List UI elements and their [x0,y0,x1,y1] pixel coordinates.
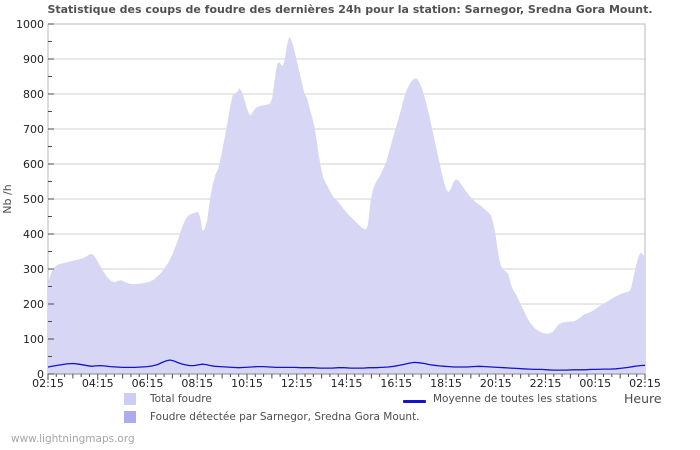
x-tick-label: 18:15 [430,377,462,390]
y-tick-label: 800 [23,88,44,101]
chart-title: Statistique des coups de foudre des dern… [47,3,653,16]
y-tick-label: 900 [23,53,44,66]
legend-line-moyenne-icon [403,400,426,403]
y-tick-label: 400 [23,228,44,241]
x-axis-title: Heure [624,391,662,406]
x-tick-label: 02:15 [629,377,661,390]
y-tick-label: 700 [23,123,44,136]
x-tick-label: 16:15 [380,377,412,390]
legend-swatch-station-foudre [124,411,136,423]
legend-label-total-foudre: Total foudre [150,393,212,405]
y-tick-label: 300 [23,263,44,276]
y-tick-label: 500 [23,193,44,206]
y-tick-label: 0 [37,368,44,381]
y-tick-label: 100 [23,333,44,346]
legend-swatch-total-foudre [124,393,136,405]
legend-label-station-foudre: Foudre détectée par Sarnegor, Sredna Gor… [150,411,420,423]
x-tick-label: 00:15 [579,377,611,390]
x-tick-label: 12:15 [281,377,313,390]
x-tick-label: 20:15 [480,377,512,390]
legend-label-moyenne: Moyenne de toutes les stations [433,393,598,405]
y-tick-label: 1000 [16,18,44,31]
watermark: www.lightningmaps.org [11,433,135,445]
total-foudre-area [48,36,645,375]
y-tick-label: 600 [23,158,44,171]
moyenne-line [47,359,646,371]
x-tick-label: 22:15 [530,377,562,390]
x-tick-label: 02:15 [32,377,64,390]
x-tick-label: 10:15 [231,377,263,390]
x-tick-label: 14:15 [331,377,363,390]
x-tick-label: 04:15 [82,377,114,390]
x-tick-label: 08:15 [181,377,213,390]
y-tick-label: 200 [23,298,44,311]
x-tick-label: 06:15 [132,377,164,390]
